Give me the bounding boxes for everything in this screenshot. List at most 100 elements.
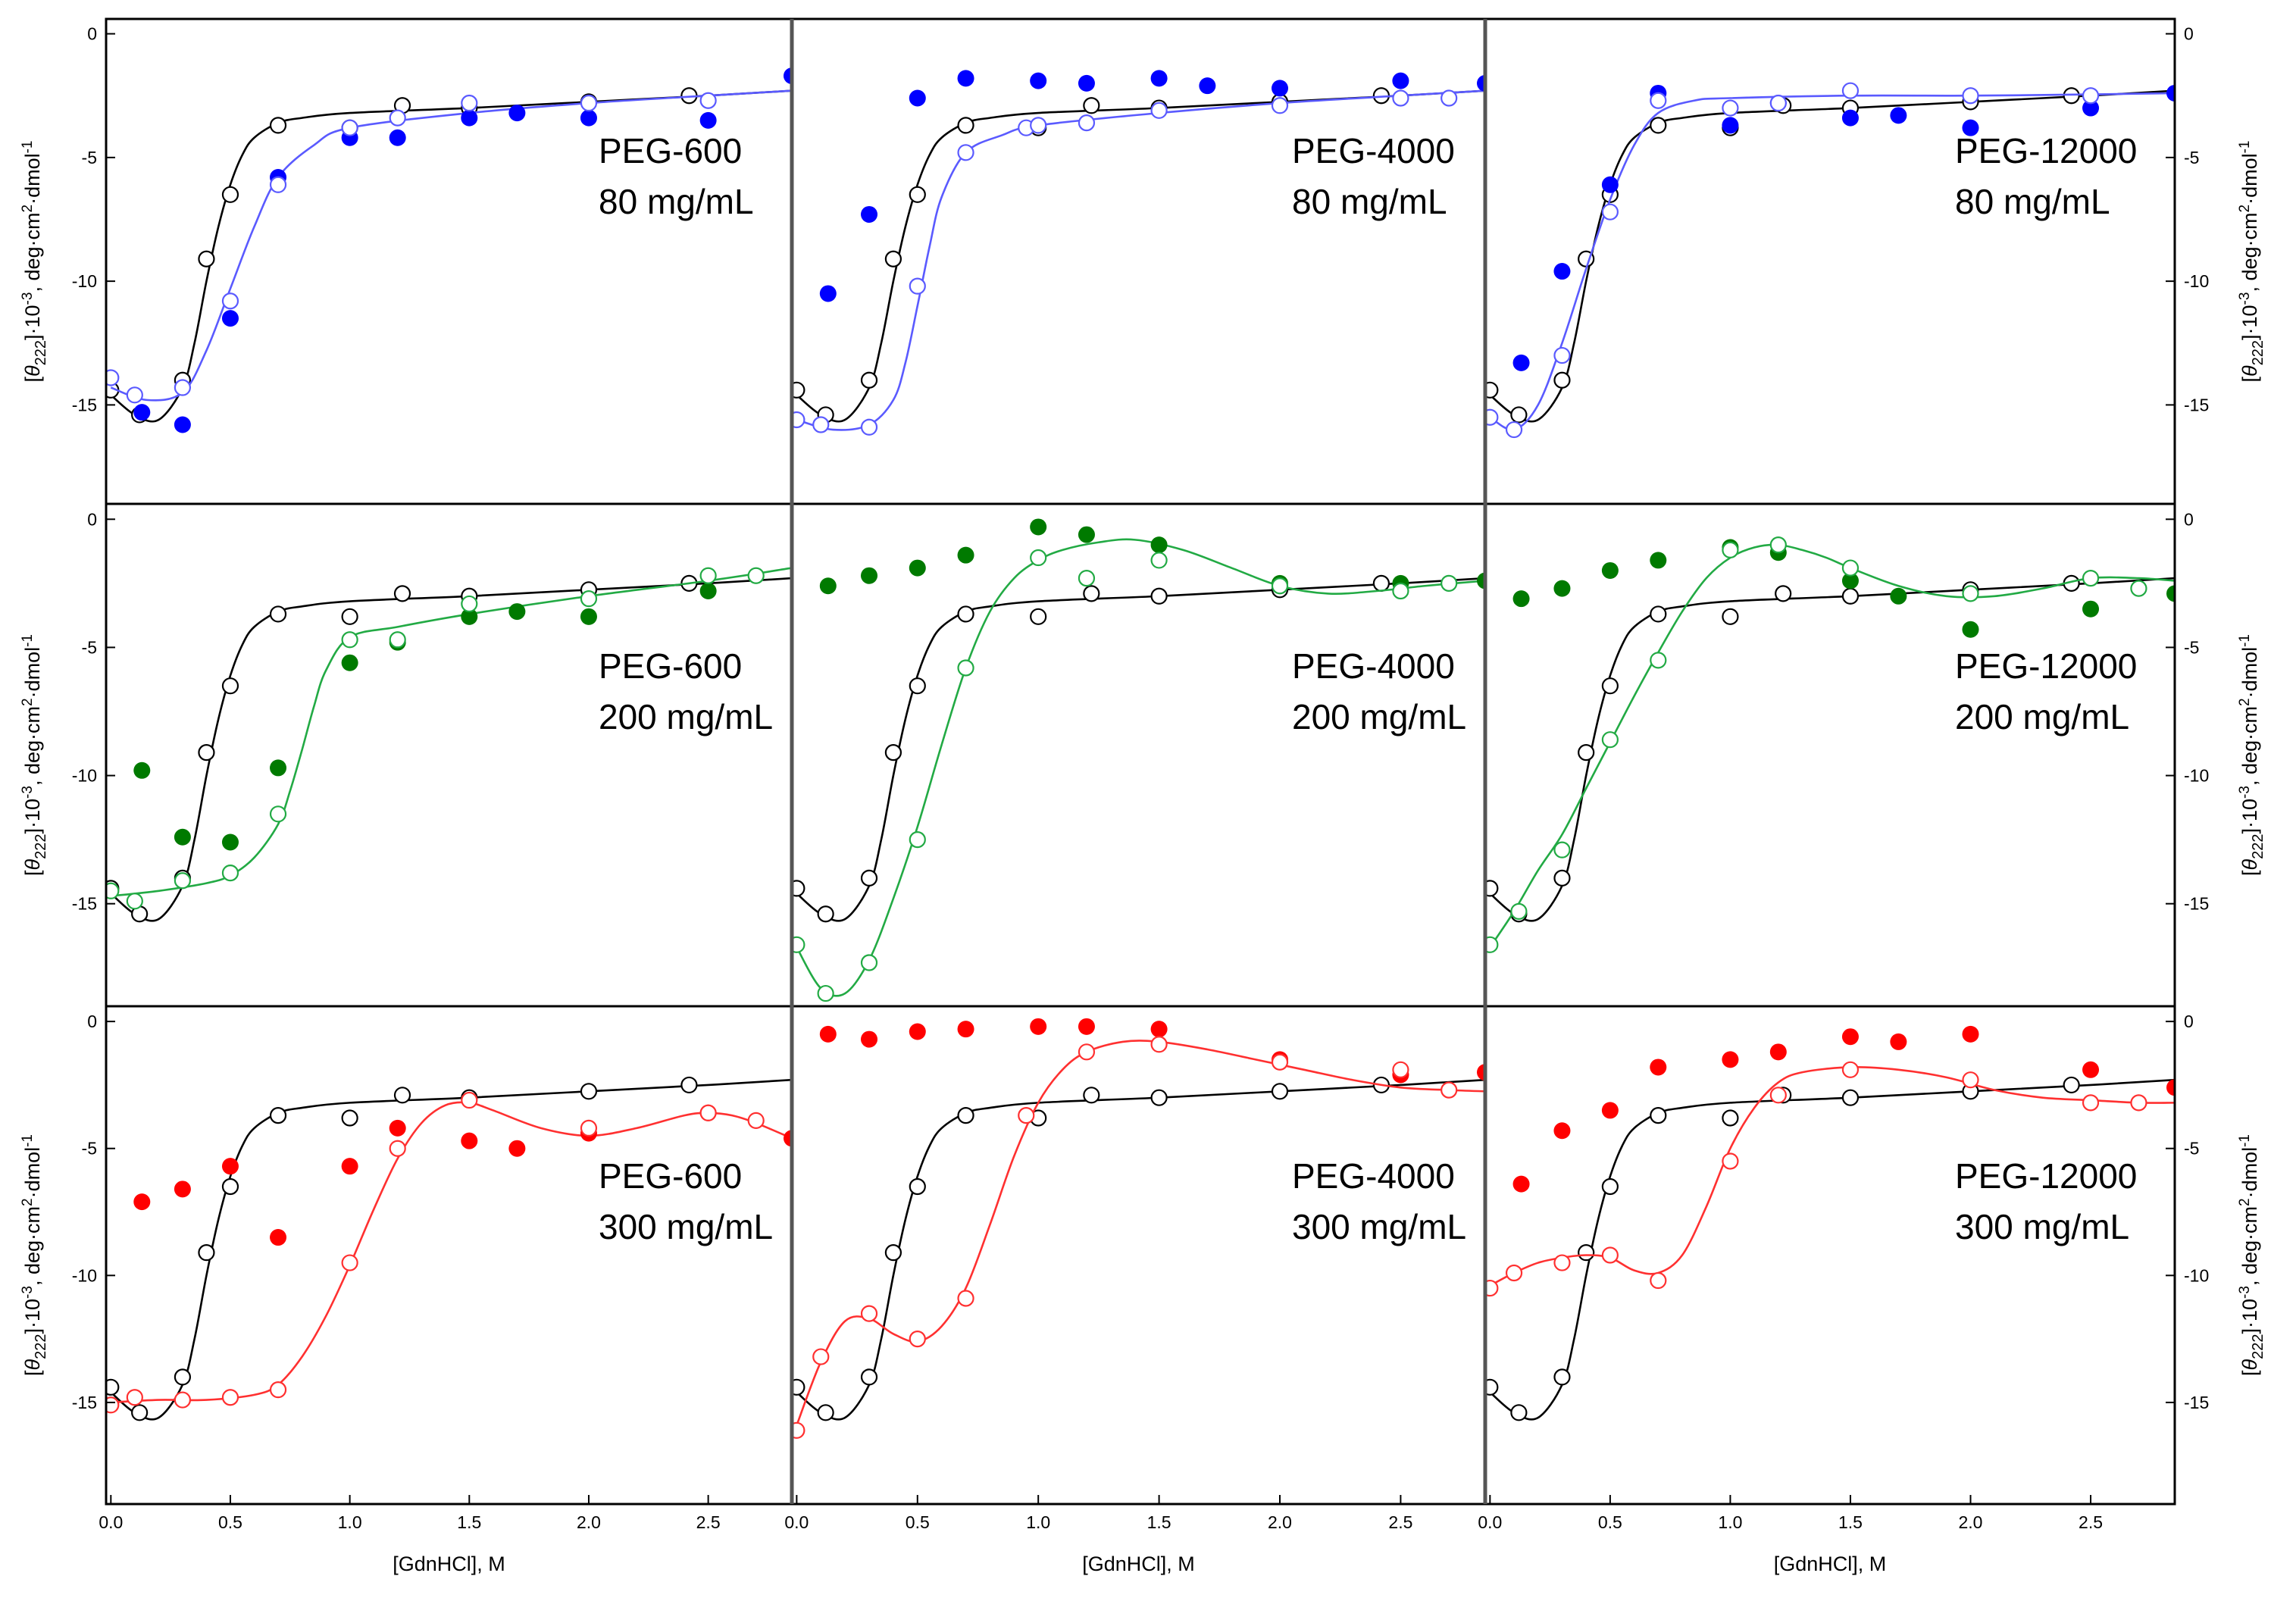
reference-point — [1271, 1083, 1289, 1100]
x-tick-label: 2.0 — [577, 1512, 601, 1532]
plot-area — [106, 567, 792, 923]
open-point — [2130, 1094, 2147, 1112]
filled-point — [133, 404, 151, 421]
x-tick-label: 0.0 — [1478, 1512, 1502, 1532]
y-axis-title-part: [ — [21, 1370, 44, 1376]
filled-point — [1078, 74, 1095, 92]
filled-point — [784, 1130, 792, 1147]
open-point — [1150, 1036, 1168, 1053]
y-axis-title-part: -1 — [20, 1134, 36, 1147]
y-axis-title-part: θ — [21, 859, 44, 871]
y-axis-title-part: -1 — [2237, 1134, 2253, 1147]
y-axis-title-part: , deg·cm — [21, 212, 44, 292]
x-axis-title: [GdnHCl], M — [1082, 1553, 1195, 1575]
panel-3-2: 0.0 0.5 1.0 1.5 2.0 2.5 [GdnHCl], M PEG-4000 300… — [784, 1018, 1485, 1575]
y-tick-label: -15 — [72, 1393, 97, 1412]
y-axis-title-part: [ — [2238, 377, 2261, 383]
panel-label: PEG-4000 — [1292, 131, 1455, 170]
y-axis-title-part: , deg·cm — [2238, 706, 2261, 786]
reference-point — [198, 744, 215, 761]
filled-point — [1601, 561, 1619, 579]
y-tick-label: -15 — [2184, 395, 2209, 414]
open-point — [269, 805, 287, 823]
filled-point — [2082, 1061, 2100, 1078]
open-point — [1078, 569, 1096, 587]
reference-point — [1510, 1404, 1528, 1421]
y-axis-title: [θ222]·10-3, deg·cm2·dmol-1 — [2237, 1134, 2266, 1376]
open-point — [1650, 92, 1667, 109]
y-tick-label: -10 — [72, 1265, 97, 1285]
open-point — [1030, 117, 1047, 134]
reference-point — [1650, 1107, 1667, 1124]
open-point — [389, 109, 406, 127]
open-point — [1440, 574, 1458, 592]
y-axis-title-part: ]·10 — [21, 799, 44, 834]
reference-point — [221, 677, 239, 695]
reference-point — [1083, 1087, 1100, 1104]
x-axis-title: [GdnHCl], M — [393, 1553, 505, 1575]
y-axis-title-part: -3 — [2237, 1286, 2253, 1299]
open-point — [174, 379, 192, 396]
filled-point — [1962, 1025, 1979, 1043]
reference-point — [957, 117, 974, 134]
open-point — [221, 1389, 239, 1406]
open-point — [1841, 559, 1860, 577]
panel-label-concentration: 200 mg/mL — [1292, 697, 1466, 736]
y-tick-label: 0 — [87, 24, 97, 44]
plot-area — [792, 1018, 1485, 1439]
panel-label: PEG-12000 — [1955, 1156, 2137, 1196]
panel-label: PEG-12000 — [1955, 131, 2137, 170]
filled-point — [1030, 72, 1047, 89]
open-point — [1485, 408, 1499, 426]
panel-frames — [105, 17, 2176, 1506]
open-point — [389, 1140, 406, 1157]
x-tick-label: 2.5 — [696, 1512, 721, 1532]
filled-point — [1150, 536, 1168, 554]
reference-point — [393, 1087, 411, 1104]
y-axis-title-part: ]·10 — [21, 305, 44, 340]
series-fit-line — [796, 538, 1485, 997]
reference-point — [1083, 585, 1100, 602]
open-point — [1769, 536, 1787, 554]
filled-point — [699, 583, 717, 600]
filled-point — [909, 89, 926, 107]
reference-point — [1510, 406, 1528, 424]
reference-point — [1083, 97, 1100, 114]
reference-point — [1775, 585, 1792, 602]
panel-3-1: 0 -5 -10 -15 0.0 0.5 1.0 1.5 2.0 2.5 [GdnHCl], M PE… — [20, 1012, 792, 1575]
reference-point — [817, 905, 834, 923]
y-tick-label: -10 — [72, 766, 97, 786]
open-point — [909, 277, 926, 295]
y-axis-title-part: 222 — [33, 340, 49, 365]
open-point — [106, 1396, 120, 1414]
open-point — [580, 94, 598, 112]
y-axis-title-part: ·dmol — [2238, 153, 2261, 205]
open-point — [812, 416, 830, 433]
open-point — [957, 144, 974, 161]
y-tick-label: -15 — [72, 395, 97, 414]
reference-point — [1553, 1368, 1571, 1386]
open-point — [1601, 203, 1619, 220]
filled-point — [270, 759, 287, 777]
filled-point — [1553, 263, 1571, 280]
y-axis-title-part: ]·10 — [2238, 1299, 2261, 1334]
filled-point — [1150, 1021, 1168, 1038]
y-axis-title-part: 222 — [2250, 1334, 2266, 1359]
panel-1-2: PEG-4000 80 mg/mL — [792, 70, 1485, 436]
filled-point — [1078, 526, 1095, 543]
y-tick-label: -5 — [82, 1139, 97, 1159]
open-point — [106, 369, 120, 386]
open-point — [2082, 1094, 2100, 1112]
y-axis-title-part: -3 — [2237, 786, 2253, 799]
x-tick-label: 1.5 — [1838, 1512, 1863, 1532]
reference-point — [1722, 608, 1739, 625]
open-point — [106, 882, 120, 899]
filled-point — [1512, 1175, 1530, 1193]
y-axis-title: [θ222]·10-3, deg·cm2·dmol-1 — [20, 634, 49, 876]
y-axis-title-part: 2 — [2237, 205, 2253, 213]
y-tick-label: -5 — [2184, 148, 2199, 167]
filled-point — [1650, 552, 1667, 569]
y-axis-title-part: 2 — [20, 1198, 36, 1206]
filled-point — [1392, 72, 1409, 89]
plot-area — [792, 518, 1485, 1002]
